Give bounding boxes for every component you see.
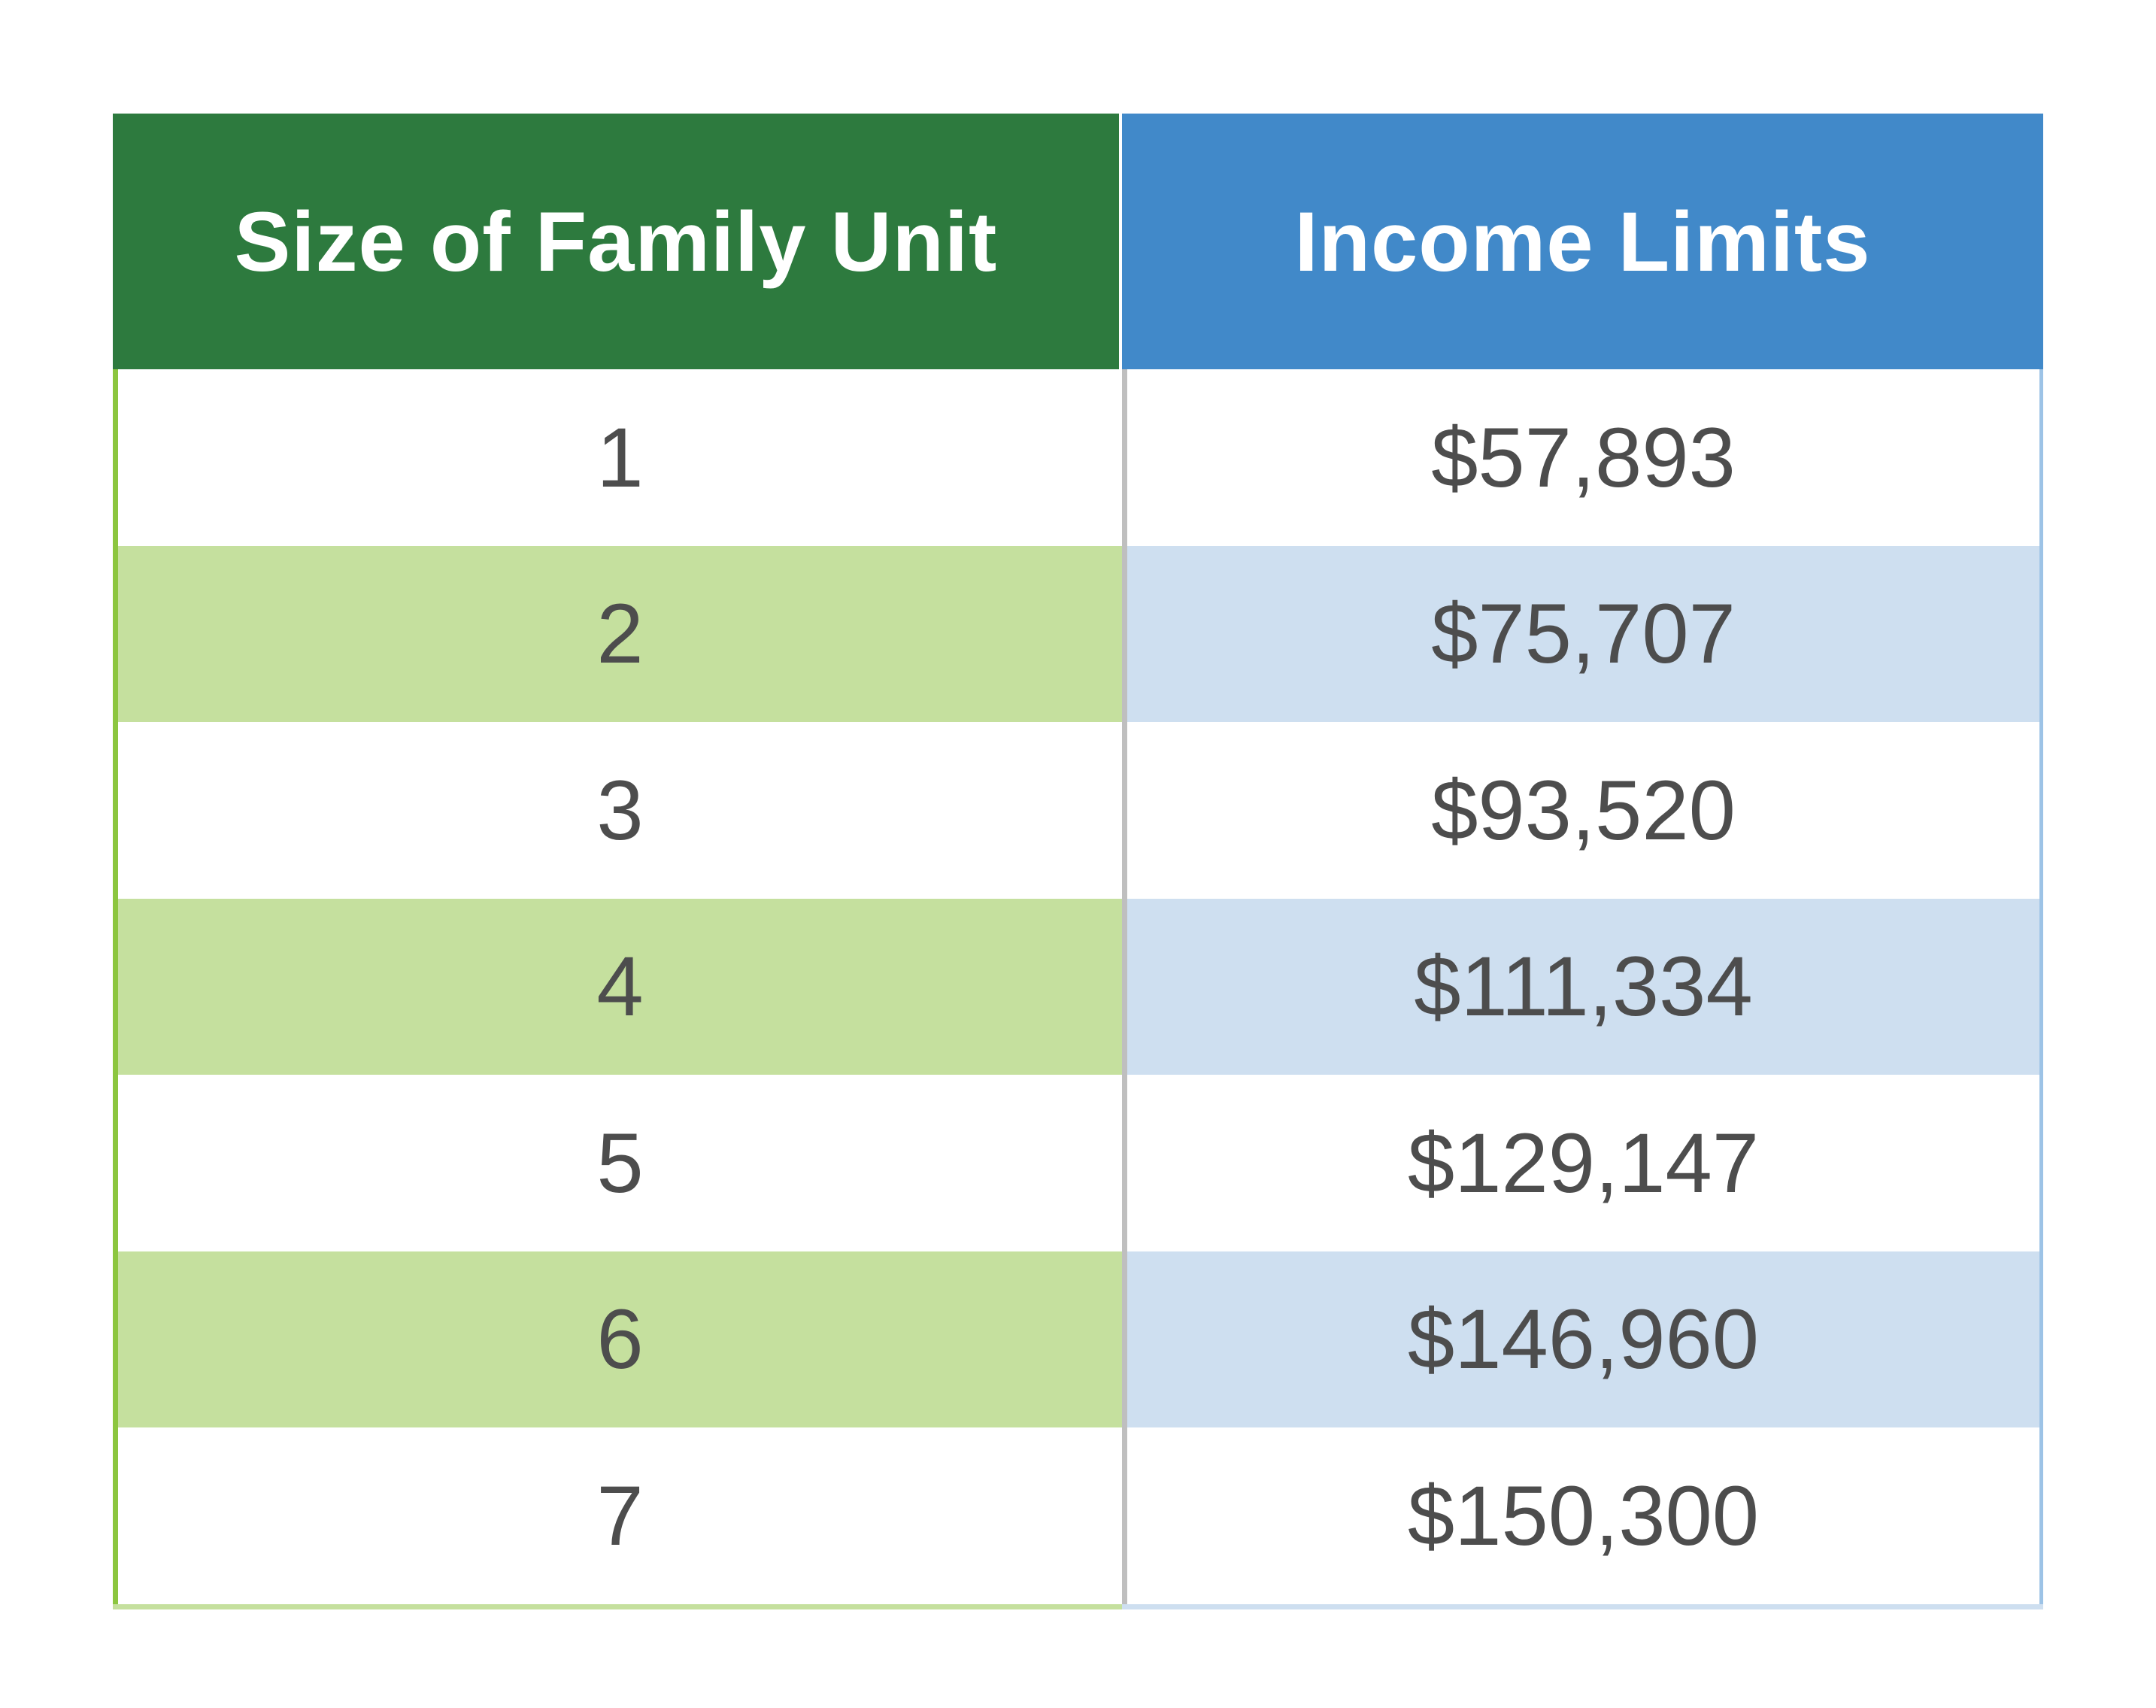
table-header-row: Size of Family Unit Income Limits [113,114,2043,369]
table-bottom-border-right [1122,1603,2043,1609]
table-row: 5 $129,147 [118,1075,2039,1251]
income-limit-cell: $93,520 [1122,722,2039,899]
income-limits-table: Size of Family Unit Income Limits 1 $57,… [113,114,2043,1609]
income-limit-cell: $111,334 [1122,898,2039,1075]
income-limit-cell: $150,300 [1122,1427,2039,1604]
family-size-cell: 4 [118,898,1122,1075]
table-row: 1 $57,893 [118,369,2039,546]
family-size-cell: 5 [596,1115,644,1210]
income-limit-cell: $146,960 [1122,1251,2039,1427]
income-limit-cell: $57,893 [1122,369,2039,546]
family-size-cell: 7 [596,1468,644,1563]
table-bottom-border-left [113,1603,1122,1609]
family-size-cell: 2 [118,545,1122,722]
table-row: 2 $75,707 [118,545,2039,722]
family-size-cell: 6 [118,1251,1122,1427]
header-size-of-family-unit: Size of Family Unit [113,114,1122,369]
header-income-limits: Income Limits [1122,114,2043,369]
income-limit-cell: $75,707 [1122,545,2039,722]
income-limit-cell: $129,147 [1122,1075,2039,1251]
family-size-cell: 1 [596,410,644,505]
family-size-cell: 3 [596,763,644,857]
table-row: 4 $111,334 [118,898,2039,1075]
table-bottom-border [113,1603,2043,1609]
table-row: 3 $93,520 [118,722,2039,899]
table-row: 6 $146,960 [118,1251,2039,1427]
table-row: 7 $150,300 [118,1427,2039,1604]
table-body: 1 $57,893 2 $75,707 3 $93,520 4 $111,334… [113,369,2043,1604]
